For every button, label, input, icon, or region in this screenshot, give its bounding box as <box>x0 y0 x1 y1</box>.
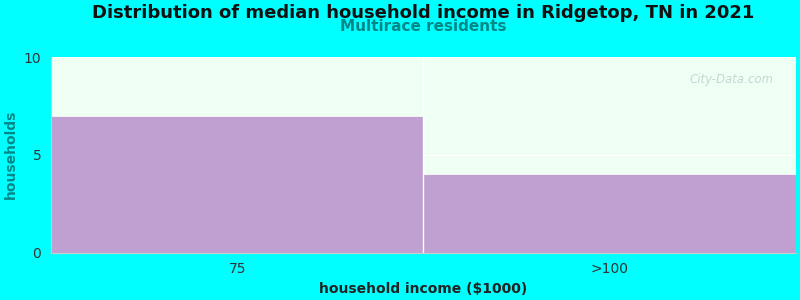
Bar <box>423 174 796 253</box>
Bar <box>51 116 423 253</box>
X-axis label: household income ($1000): household income ($1000) <box>319 282 527 296</box>
Y-axis label: households: households <box>4 110 18 200</box>
Text: Multirace residents: Multirace residents <box>340 19 506 34</box>
Text: City-Data.com: City-Data.com <box>690 73 774 86</box>
Title: Distribution of median household income in Ridgetop, TN in 2021: Distribution of median household income … <box>92 4 754 22</box>
